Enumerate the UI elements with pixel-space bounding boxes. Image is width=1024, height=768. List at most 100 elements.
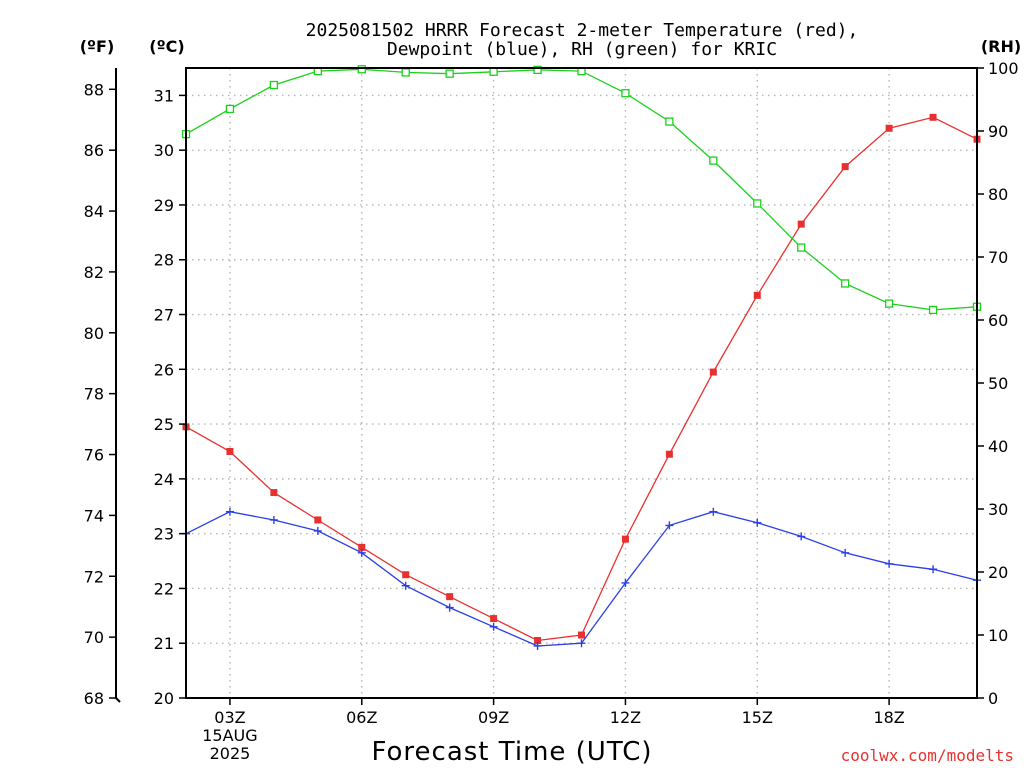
celsius-tick-label: 28 [154,251,174,270]
temperature-point [402,571,410,579]
celsius-tick-label: 22 [154,579,174,598]
rh-point [841,279,850,288]
rh-tick-label: 70 [988,248,1008,267]
rh-point [445,69,454,78]
rh-tick-label: 10 [988,626,1008,645]
fahrenheit-axis-foot [115,697,121,703]
temperature-point [314,516,322,524]
dewpoint-line [185,511,978,647]
rh-point [489,67,498,76]
temperature-point [534,636,542,644]
celsius-tick-label: 29 [154,196,174,215]
dewpoint-point [929,565,938,574]
dewpoint-point [313,526,322,535]
chart-title-line2: Dewpoint (blue), RH (green) for KRIC [387,39,777,60]
temperature-point [578,631,585,639]
temperature-point [753,291,761,299]
dewpoint-point [401,581,410,590]
temperature-point [885,124,893,132]
temperature-point [270,489,278,497]
rh-tick-label: 90 [988,122,1008,141]
rh-point [665,117,674,126]
rh-tick-label: 30 [988,500,1008,519]
dewpoint-point [269,515,278,524]
chart-title-line1: 2025081502 HRRR Forecast 2-meter Tempera… [306,20,859,41]
x-axis-label: Forecast Time (UTC) [371,737,652,767]
rh-point [225,104,235,114]
temperature-point [446,593,454,601]
dewpoint-point [753,518,762,527]
temperature-point [797,220,805,228]
dewpoint-point [225,507,234,516]
dewpoint-point [709,507,718,516]
dewpoint-point [621,578,630,587]
x-tick-label: 03Z [214,708,245,727]
rh-tick-label: 20 [988,563,1008,582]
dewpoint-point [445,603,454,612]
rh-point [884,299,894,308]
temperature-point [490,615,498,623]
x-tick-year: 2025 [210,744,251,763]
axes-layer: 68 70 72 74 76 78 80 82 84 86 88 20 21 22 23 24 25 26 27 28… [84,59,1019,763]
celsius-tick-label: 25 [154,415,174,434]
fahrenheit-tick-label: 80 [84,324,104,343]
temperature-line [185,116,978,642]
plot-draw-area [181,65,982,650]
x-tick-date: 15AUG [202,726,257,745]
grid-lines [186,68,977,698]
rh-unit-label: (RH) [981,37,1021,56]
temperature-point [358,543,366,551]
rh-point [797,243,806,252]
fahrenheit-tick-label: 78 [84,385,104,404]
temperature-point [621,535,629,543]
celsius-tick-label: 23 [154,525,174,544]
fahrenheit-tick-label: 70 [84,628,104,647]
x-tick-label: 12Z [610,708,641,727]
celsius-tick-label: 21 [154,634,174,653]
celsius-tick-label: 24 [154,470,174,489]
rh-tick-label: 40 [988,437,1008,456]
rh-point [753,199,762,208]
fahrenheit-tick-label: 88 [84,80,104,99]
rh-point [928,305,938,315]
dewpoint-point [533,641,542,650]
celsius-unit-label: (ºC) [149,37,184,56]
x-tick-label: 09Z [478,708,509,727]
fahrenheit-unit-label: (ºF) [80,37,115,56]
rh-tick-label: 60 [988,311,1008,330]
temperature-point [841,163,849,171]
rh-tick-label: 100 [988,59,1019,78]
celsius-tick-label: 20 [154,689,174,708]
rh-tick-label: 0 [988,689,998,708]
fahrenheit-tick-label: 68 [84,689,104,708]
fahrenheit-tick-label: 84 [84,202,104,221]
rh-point [621,89,630,98]
rh-point [357,65,366,74]
rh-point [533,65,542,75]
fahrenheit-tick-label: 74 [84,506,104,525]
fahrenheit-tick-label: 86 [84,141,104,160]
x-tick-label: 06Z [346,708,377,727]
dewpoint-point [665,521,674,530]
rh-point [401,68,410,77]
fahrenheit-tick-label: 82 [84,263,104,282]
x-tick-label: 15Z [742,708,773,727]
celsius-tick-label: 30 [154,141,174,160]
dewpoint-point [577,639,586,648]
dewpoint-point [841,548,850,557]
temperature-point [665,450,673,458]
temperature-point [929,113,937,121]
celsius-tick-label: 31 [154,86,174,105]
fahrenheit-tick-label: 76 [84,446,104,465]
temperature-point [709,368,717,376]
rh-point [269,80,279,90]
rh-tick-label: 80 [988,185,1008,204]
rh-point [709,156,718,165]
rh-tick-label: 50 [988,374,1008,393]
x-tick-label: 18Z [873,708,904,727]
celsius-tick-label: 27 [154,306,174,325]
fahrenheit-tick-label: 72 [84,567,104,586]
credit-text: coolwx.com/modelts [841,746,1014,765]
plot-frame [185,67,978,699]
